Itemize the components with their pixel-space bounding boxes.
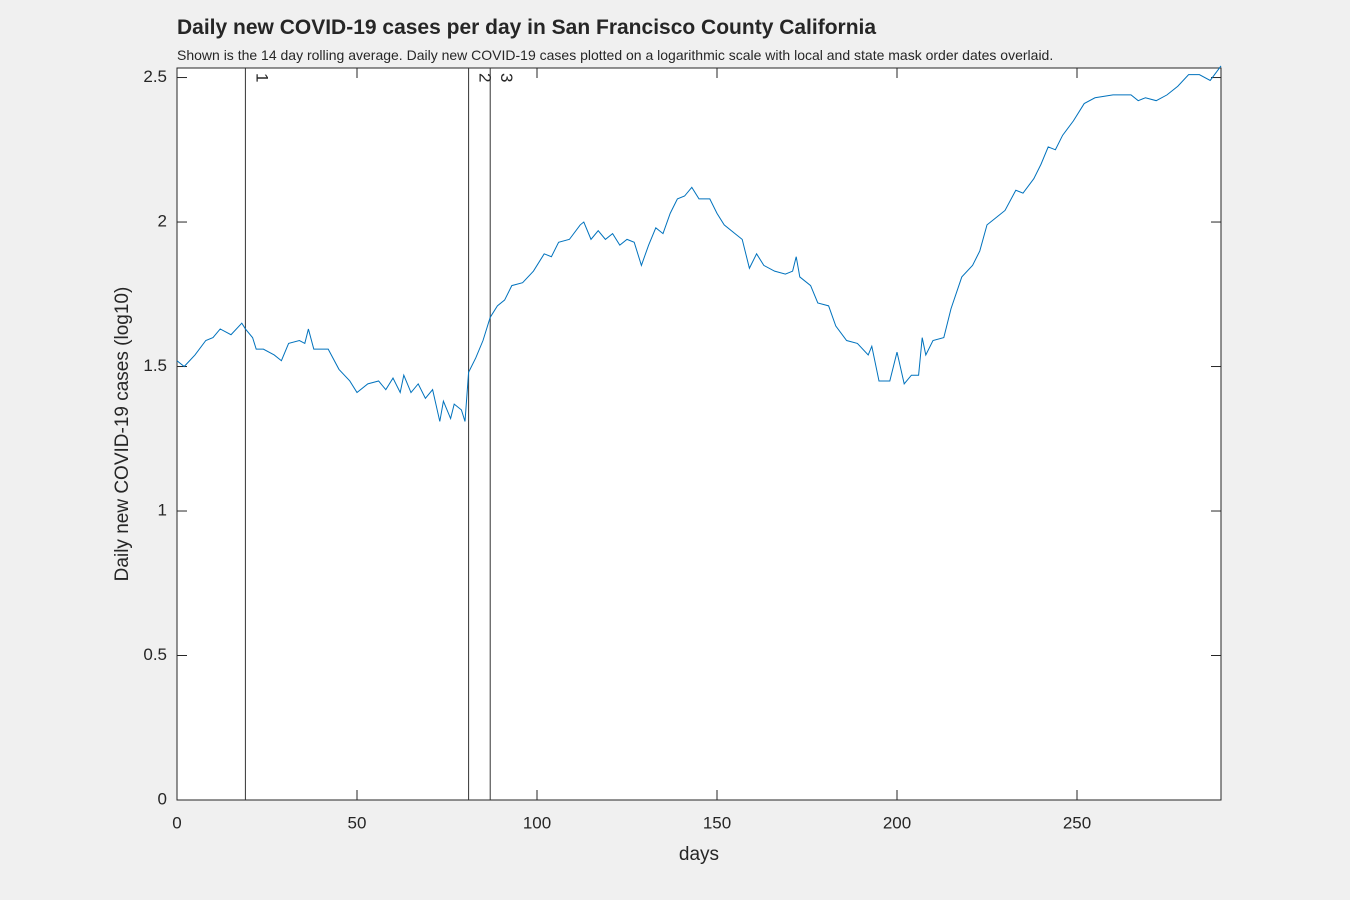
y-tick-label: 1 bbox=[158, 500, 167, 519]
y-tick-label: 0 bbox=[158, 789, 167, 808]
x-axis-label: days bbox=[679, 844, 719, 865]
y-tick-label: 2.5 bbox=[143, 67, 167, 86]
x-tick-label: 150 bbox=[703, 813, 731, 832]
x-tick-label: 100 bbox=[523, 813, 551, 832]
chart-subtitle: Shown is the 14 day rolling average. Dai… bbox=[177, 47, 1053, 63]
chart-title: Daily new COVID-19 cases per day in San … bbox=[177, 16, 876, 39]
x-tick-label: 250 bbox=[1063, 813, 1091, 832]
x-tick-label: 200 bbox=[883, 813, 911, 832]
y-tick-label: 2 bbox=[158, 212, 167, 231]
y-tick-label: 0.5 bbox=[143, 645, 167, 664]
event-label: 3 bbox=[497, 73, 516, 82]
y-tick-label: 1.5 bbox=[143, 356, 167, 375]
y-axis-label: Daily new COVID-19 cases (log10) bbox=[112, 287, 133, 582]
axes-box bbox=[176, 67, 1222, 801]
event-label: 1 bbox=[252, 73, 271, 82]
event-label: 2 bbox=[476, 73, 495, 82]
plot-area bbox=[177, 68, 1221, 800]
data-line bbox=[176, 65, 1222, 422]
x-tick-label: 50 bbox=[348, 813, 367, 832]
x-tick-label: 0 bbox=[172, 813, 181, 832]
